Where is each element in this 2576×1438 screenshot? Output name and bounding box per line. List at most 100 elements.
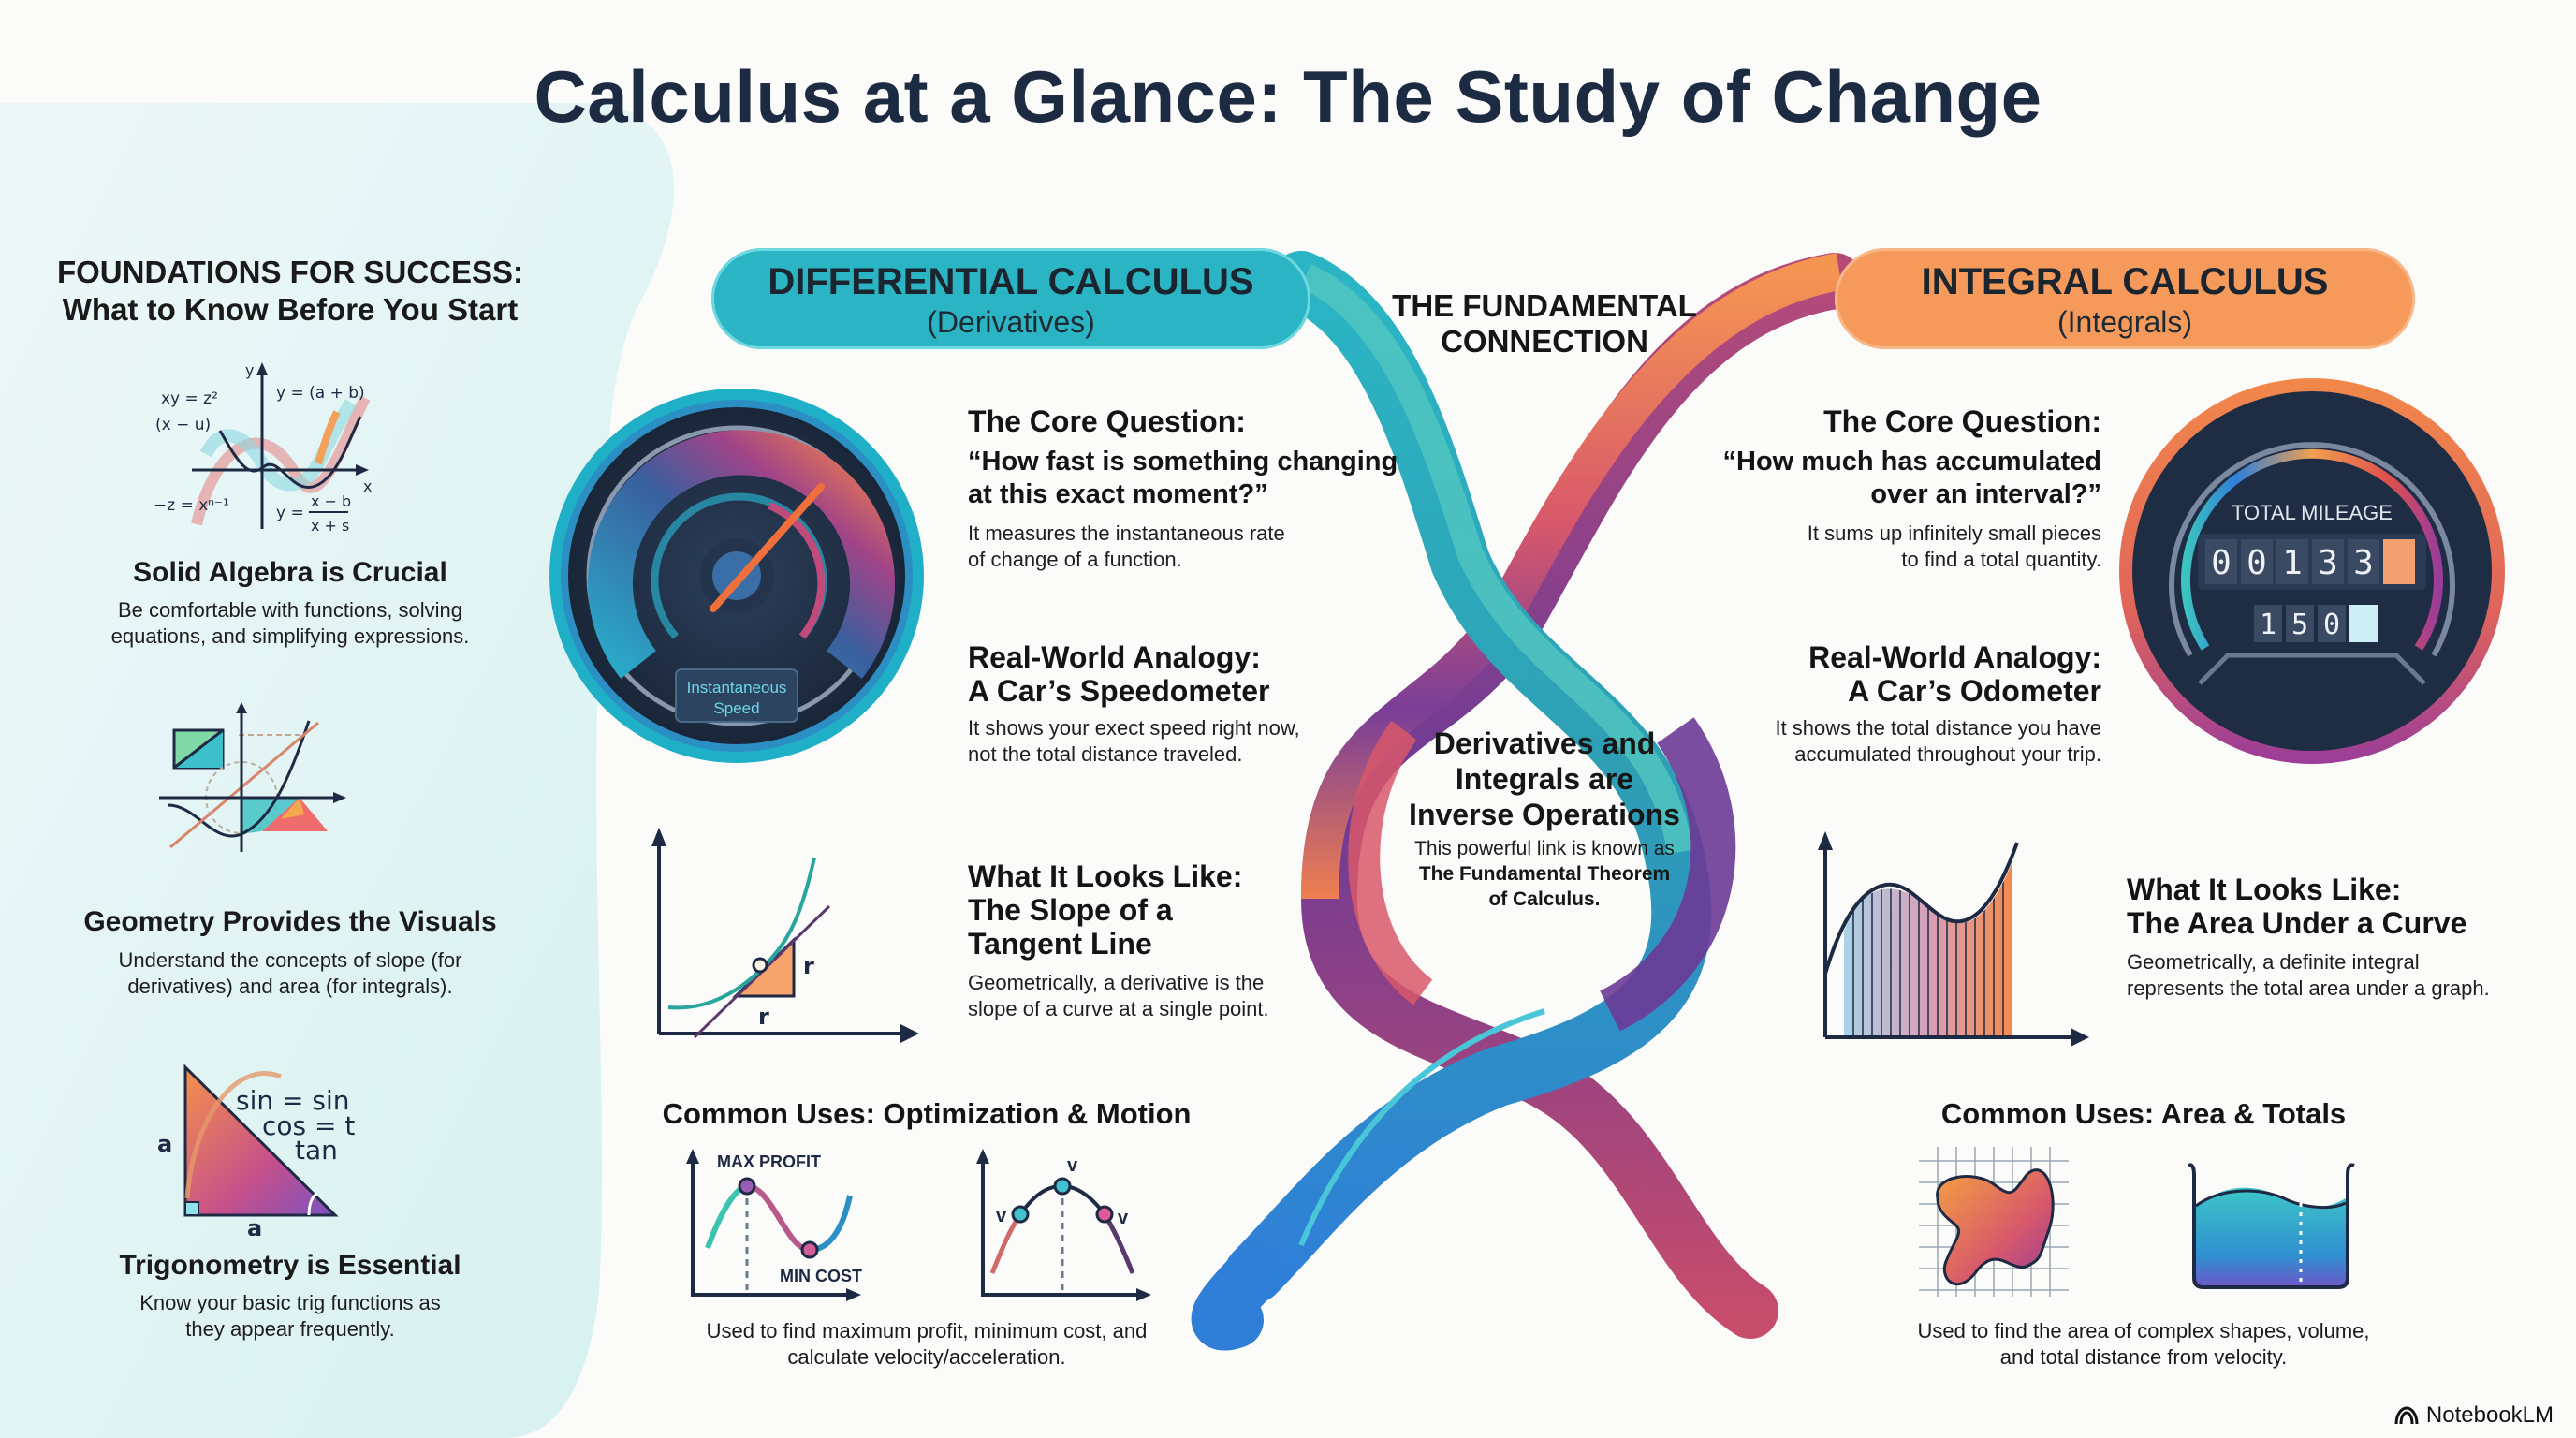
- int-uses-desc-2: and total distance from velocity.: [1999, 1345, 2288, 1369]
- fundamental-connection-line2: CONNECTION: [1441, 324, 1648, 359]
- trigonometry-desc-2: they appear frequently.: [185, 1317, 395, 1341]
- svg-text:3: 3: [2318, 544, 2338, 582]
- speedometer-icon: Instantaneous Speed: [549, 389, 924, 763]
- geometry-shapes-icon: [159, 702, 346, 852]
- diff-core-heading: The Core Question:: [968, 404, 1246, 438]
- diff-analogy-desc-2: not the total distance traveled.: [968, 742, 1243, 766]
- svg-text:r: r: [758, 1004, 769, 1030]
- trigonometry-desc-1: Know your basic trig functions as: [139, 1291, 441, 1314]
- svg-text:0: 0: [2323, 609, 2340, 641]
- svg-text:x: x: [363, 477, 372, 495]
- svg-text:Speed: Speed: [713, 699, 759, 717]
- diff-analogy-heading: Real-World Analogy:: [968, 640, 1261, 674]
- ftc-name-1: The Fundamental Theorem: [1418, 863, 1671, 885]
- velocity-parabola-graph-icon: v v v: [976, 1149, 1151, 1301]
- int-uses-desc-1: Used to find the area of complex shapes,…: [1917, 1319, 2370, 1343]
- diff-analogy-desc-1: It shows your exect speed right now,: [968, 716, 1300, 740]
- int-common-uses-title: Common Uses: Area & Totals: [1940, 1097, 2347, 1130]
- right-triangle-icon: sin = sin cos = t tan a a: [157, 1064, 355, 1236]
- svg-text:a: a: [157, 1131, 172, 1157]
- diff-core-question-block: The Core Question: “How fast is somethin…: [968, 404, 1455, 573]
- svg-text:sin = sin: sin = sin: [236, 1085, 350, 1116]
- diff-looks-desc-1: Geometrically, a derivative is the: [968, 971, 1265, 994]
- svg-text:0: 0: [2247, 544, 2267, 582]
- page-title: Calculus at a Glance: The Study of Chang…: [534, 55, 2042, 138]
- svg-text:v: v: [996, 1206, 1007, 1226]
- complex-shape-area-icon: [1919, 1147, 2069, 1297]
- svg-text:y =: y =: [276, 504, 304, 522]
- diff-uses-desc: Used to find maximum profit, minimum cos…: [655, 1318, 1198, 1371]
- algebra-desc-1: Be comfortable with functions, solving: [117, 598, 463, 622]
- svg-text:MIN COST: MIN COST: [780, 1267, 862, 1285]
- algebra-title: Solid Algebra is Crucial: [133, 557, 447, 588]
- max-profit-min-cost-graph-icon: MAX PROFIT MIN COST: [686, 1149, 862, 1301]
- int-analogy-subheading: A Car’s Odometer: [1848, 674, 2101, 708]
- fundamental-connection-line1: THE FUNDAMENTAL: [1392, 288, 1697, 323]
- diff-core-desc-1: It measures the instantaneous rate: [968, 521, 1285, 545]
- diff-looks-subheading-1: The Slope of a: [968, 893, 1173, 927]
- svg-text:5: 5: [2291, 609, 2308, 641]
- inverse-heading-3: Inverse Operations: [1409, 798, 1680, 831]
- int-uses-desc: Used to find the area of complex shapes,…: [1872, 1318, 2415, 1371]
- geometry-desc-1: Understand the concepts of slope (for: [118, 948, 462, 972]
- int-analogy-heading: Real-World Analogy:: [1808, 640, 2101, 674]
- svg-text:r: r: [803, 953, 814, 979]
- svg-text:1: 1: [2282, 544, 2303, 582]
- diff-looks-heading: What It Looks Like:: [968, 859, 1243, 893]
- int-looks-subheading: The Area Under a Curve: [2127, 906, 2467, 940]
- int-core-heading: The Core Question:: [1823, 404, 2101, 438]
- int-core-question-block: The Core Question: “How much has accumul…: [1591, 404, 2102, 573]
- int-analogy-desc-2: accumulated throughout your trip.: [1794, 742, 2101, 766]
- inverse-heading-2: Integrals are: [1455, 762, 1634, 796]
- svg-text:3: 3: [2353, 544, 2374, 582]
- diff-uses-desc-2: calculate velocity/acceleration.: [787, 1345, 1066, 1369]
- svg-text:v: v: [1118, 1208, 1129, 1228]
- svg-text:−z = xⁿ⁻¹: −z = xⁿ⁻¹: [154, 496, 229, 515]
- inverse-heading-1: Derivatives and: [1433, 726, 1656, 760]
- foundations-subheading: What to Know Before You Start: [62, 292, 519, 327]
- int-core-desc-1: It sums up infinitely small pieces: [1807, 521, 2101, 545]
- diff-core-question-1: “How fast is something changing: [968, 447, 1398, 477]
- svg-text:0: 0: [2211, 544, 2232, 582]
- diff-uses-desc-1: Used to find maximum profit, minimum cos…: [706, 1319, 1148, 1343]
- container-volume-icon: [2188, 1156, 2355, 1289]
- fundamental-connection-label: THE FUNDAMENTAL CONNECTION: [1385, 288, 1704, 360]
- differential-calculus-pill: DIFFERENTIAL CALCULUS (Derivatives): [711, 248, 1310, 349]
- brand-name: NotebookLM: [2425, 1402, 2554, 1428]
- geometry-desc-2: derivatives) and area (for integrals).: [127, 975, 453, 998]
- svg-text:MAX PROFIT: MAX PROFIT: [717, 1152, 821, 1171]
- svg-text:x − b: x − b: [311, 492, 351, 510]
- diff-looks-subheading-2: Tangent Line: [968, 927, 1152, 961]
- int-looks-like-block: What It Looks Like: The Area Under a Cur…: [2127, 873, 2557, 1002]
- differential-subtitle: (Derivatives): [927, 305, 1095, 339]
- svg-text:y: y: [245, 361, 254, 379]
- notebooklm-brand: NotebookLM: [2394, 1402, 2554, 1429]
- svg-text:cos = t: cos = t: [262, 1110, 355, 1141]
- diff-common-uses-title: Common Uses: Optimization & Motion: [662, 1097, 1192, 1130]
- odometer-icon: TOTAL MILEAGE 0 0 1 3 3 1 5 0: [2119, 378, 2505, 764]
- int-core-question-2: over an interval?”: [1870, 479, 2101, 509]
- diff-looks-like-block: What It Looks Like: The Slope of a Tange…: [968, 859, 1455, 1022]
- tangent-line-graph-icon: r r: [651, 828, 919, 1043]
- notebooklm-logo-icon: [2394, 1406, 2419, 1425]
- svg-text:v: v: [1067, 1155, 1078, 1176]
- int-looks-desc-2: represents the total area under a graph.: [2127, 976, 2490, 1000]
- algebra-desc-2: equations, and simplifying expressions.: [110, 624, 470, 648]
- diff-core-question-2: at this exact moment?”: [968, 479, 1268, 509]
- foundations-heading: FOUNDATIONS FOR SUCCESS:: [56, 255, 524, 289]
- ftc-name-2: of Calculus.: [1488, 888, 1601, 910]
- integral-calculus-pill: INTEGRAL CALCULUS (Integrals): [1835, 248, 2415, 349]
- inverse-operations-callout: Derivatives and Integrals are Inverse Op…: [1385, 726, 1704, 912]
- int-core-desc-2: to find a total quantity.: [1901, 548, 2101, 571]
- integral-subtitle: (Integrals): [2056, 305, 2193, 339]
- int-core-question-1: “How much has accumulated: [1722, 447, 2102, 477]
- svg-text:a: a: [247, 1215, 262, 1236]
- diff-analogy-subheading: A Car’s Speedometer: [968, 674, 1270, 708]
- svg-text:(x − u): (x − u): [155, 416, 211, 434]
- svg-text:Instantaneous: Instantaneous: [687, 679, 787, 697]
- svg-text:x + s: x + s: [311, 517, 349, 535]
- diff-looks-desc-2: slope of a curve at a single point.: [968, 997, 1269, 1020]
- svg-text:1: 1: [2260, 609, 2276, 641]
